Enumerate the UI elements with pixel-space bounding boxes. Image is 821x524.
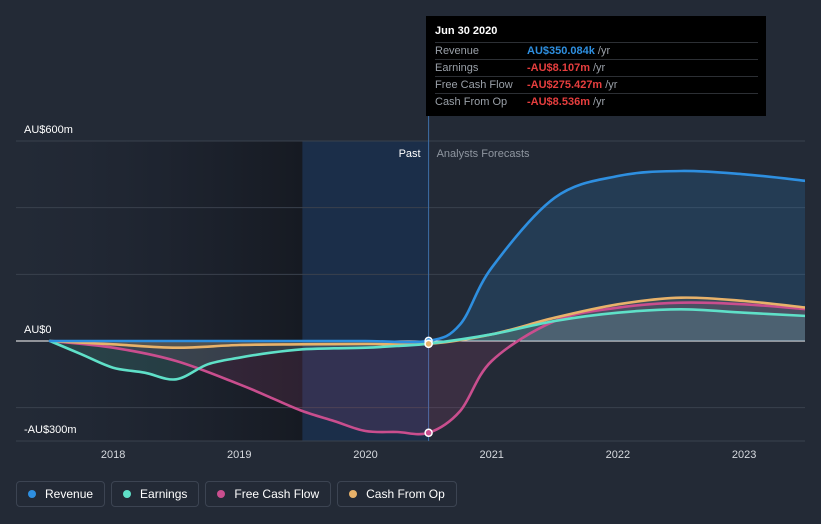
legend-label: Revenue (45, 487, 94, 501)
past-shade (16, 141, 303, 441)
legend-label: Free Cash Flow (234, 487, 320, 501)
y-label-top: AU$600m (24, 124, 73, 136)
legend-dot-icon (349, 490, 358, 498)
tooltip-row-value: AU$350.084k (527, 45, 595, 57)
legend-dot-icon (123, 490, 132, 498)
tooltip: Jun 30 2020 Revenue AU$350.084k/yr Earning… (426, 16, 766, 116)
forecast-label: Analysts Forecasts (437, 148, 530, 160)
x-tick-2019: 2019 (227, 449, 251, 461)
tooltip-row: Cash From Op -AU$8.536m/yr (435, 93, 758, 110)
x-tick-2023: 2023 (732, 449, 756, 461)
x-tick-2020: 2020 (353, 449, 377, 461)
past-label: Past (399, 148, 421, 160)
tooltip-row-label: Cash From Op (435, 96, 508, 108)
area-free-cash-flow (50, 302, 808, 435)
tooltip-row-value: -AU$275.427m (527, 79, 603, 91)
legend-item-cash-from-op[interactable]: Cash From Op (337, 481, 457, 507)
tooltip-row-unit: /yr (592, 96, 606, 108)
tooltip-row: Earnings -AU$8.107m/yr (435, 59, 758, 76)
area-cash-from-op (50, 297, 808, 348)
area-earnings (50, 309, 808, 380)
right-mask (805, 0, 821, 480)
x-tick-2022: 2022 (606, 449, 630, 461)
legend-item-revenue[interactable]: Revenue (16, 481, 106, 507)
legend-label: Earnings (140, 487, 188, 501)
tooltip-row-value: -AU$8.536m (527, 96, 590, 108)
x-tick-2018: 2018 (101, 449, 125, 461)
tooltip-row-unit: /yr (597, 45, 611, 57)
chart: AU$600m AU$0 -AU$300m 2018 2019 2020 2021 2022 2… (16, 0, 821, 480)
tooltip-row-unit: /yr (592, 62, 606, 74)
y-label-zero: AU$0 (24, 324, 52, 336)
tooltip-row-label: Earnings (435, 62, 479, 74)
line-revenue (48, 169, 809, 344)
legend-label: Cash From Op (366, 487, 445, 501)
x-tick-2021: 2021 (479, 449, 503, 461)
tooltip-row-label: Free Cash Flow (435, 79, 513, 91)
legend-item-earnings[interactable]: Earnings (111, 481, 200, 507)
legend-dot-icon (217, 490, 226, 498)
tooltip-row: Free Cash Flow -AU$275.427m/yr (435, 76, 758, 93)
tooltip-date: Jun 30 2020 (435, 25, 498, 37)
tooltip-row: Revenue AU$350.084k/yr (435, 42, 758, 59)
marker-free-cash-flow (424, 428, 433, 438)
legend-item-free-cash-flow[interactable]: Free Cash Flow (205, 481, 332, 507)
highlight-band (302, 141, 429, 441)
legend-dot-icon (28, 490, 36, 498)
legend: Revenue Earnings Free Cash Flow Cash From O… (16, 481, 457, 507)
area-revenue (50, 170, 808, 343)
tooltip-row-unit: /yr (605, 79, 618, 91)
line-earnings (48, 307, 809, 381)
tooltip-row-label: Revenue (435, 45, 480, 57)
tooltip-row-value: -AU$8.107m (527, 62, 590, 74)
marker-cash-from-op (424, 339, 433, 349)
line-free-cash-flow (48, 301, 809, 436)
y-label-bottom: -AU$300m (24, 424, 77, 436)
